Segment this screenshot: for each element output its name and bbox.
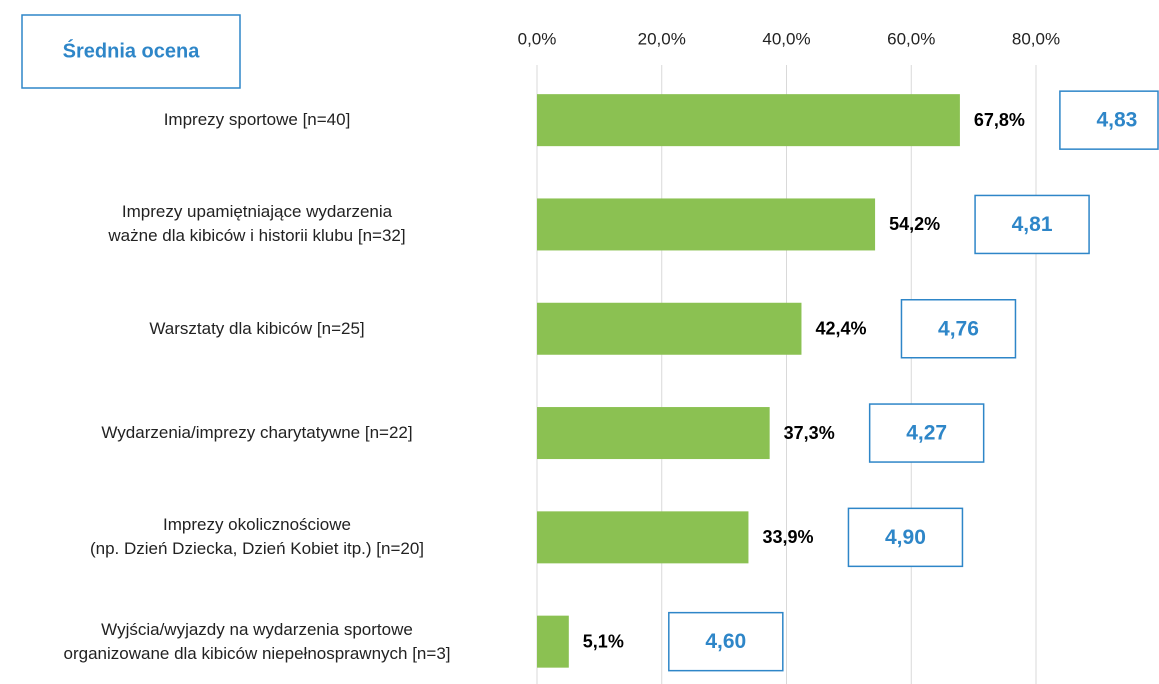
score-box	[974, 194, 1090, 255]
score-label: 4,76	[938, 317, 979, 340]
y-tick-label: Imprezy upamiętniające wydarzenia ważne …	[108, 202, 406, 246]
score-label: 4,60	[705, 630, 746, 653]
bar	[537, 615, 569, 668]
x-tick-label: 40,0%	[762, 29, 810, 48]
data-label: 33,9%	[762, 527, 813, 547]
bar	[537, 511, 749, 564]
score-label: 4,90	[885, 526, 926, 549]
score-label: 4,81	[1012, 213, 1053, 236]
y-tick-label: Imprezy okolicznościowe (np. Dzień Dziec…	[89, 515, 425, 559]
y-tick-label: Wydarzenia/imprezy charytatywne [n=22]	[101, 423, 413, 443]
data-label: 42,4%	[815, 319, 866, 339]
scores-title: Średnia ocena	[63, 38, 201, 62]
score-box	[1059, 90, 1159, 150]
score-box	[847, 507, 964, 568]
bar	[537, 94, 960, 147]
score-box	[868, 403, 985, 463]
data-label: 54,2%	[889, 214, 940, 234]
y-tick-label: Imprezy sportowe [n=40]	[163, 110, 351, 130]
x-tick-label: 0,0%	[518, 29, 557, 48]
legend-box	[21, 14, 241, 89]
bar	[537, 302, 802, 355]
data-label: 67,8%	[974, 110, 1025, 130]
score-box	[668, 611, 784, 672]
score-box	[900, 299, 1017, 359]
y-tick-label: Wyjścia/wyjazdy na wydarzenia sportowe o…	[63, 619, 451, 663]
bar	[537, 407, 770, 460]
x-tick-label: 80,0%	[1012, 29, 1060, 48]
data-label: 37,3%	[784, 423, 835, 443]
x-tick-label: 60,0%	[887, 29, 935, 48]
score-label: 4,83	[1096, 109, 1137, 132]
score-label: 4,27	[906, 422, 947, 445]
data-label: 5,1%	[583, 631, 624, 651]
x-tick-label: 20,0%	[638, 29, 686, 48]
y-tick-label: Warsztaty dla kibiców [n=25]	[149, 318, 365, 338]
bar	[537, 198, 876, 251]
